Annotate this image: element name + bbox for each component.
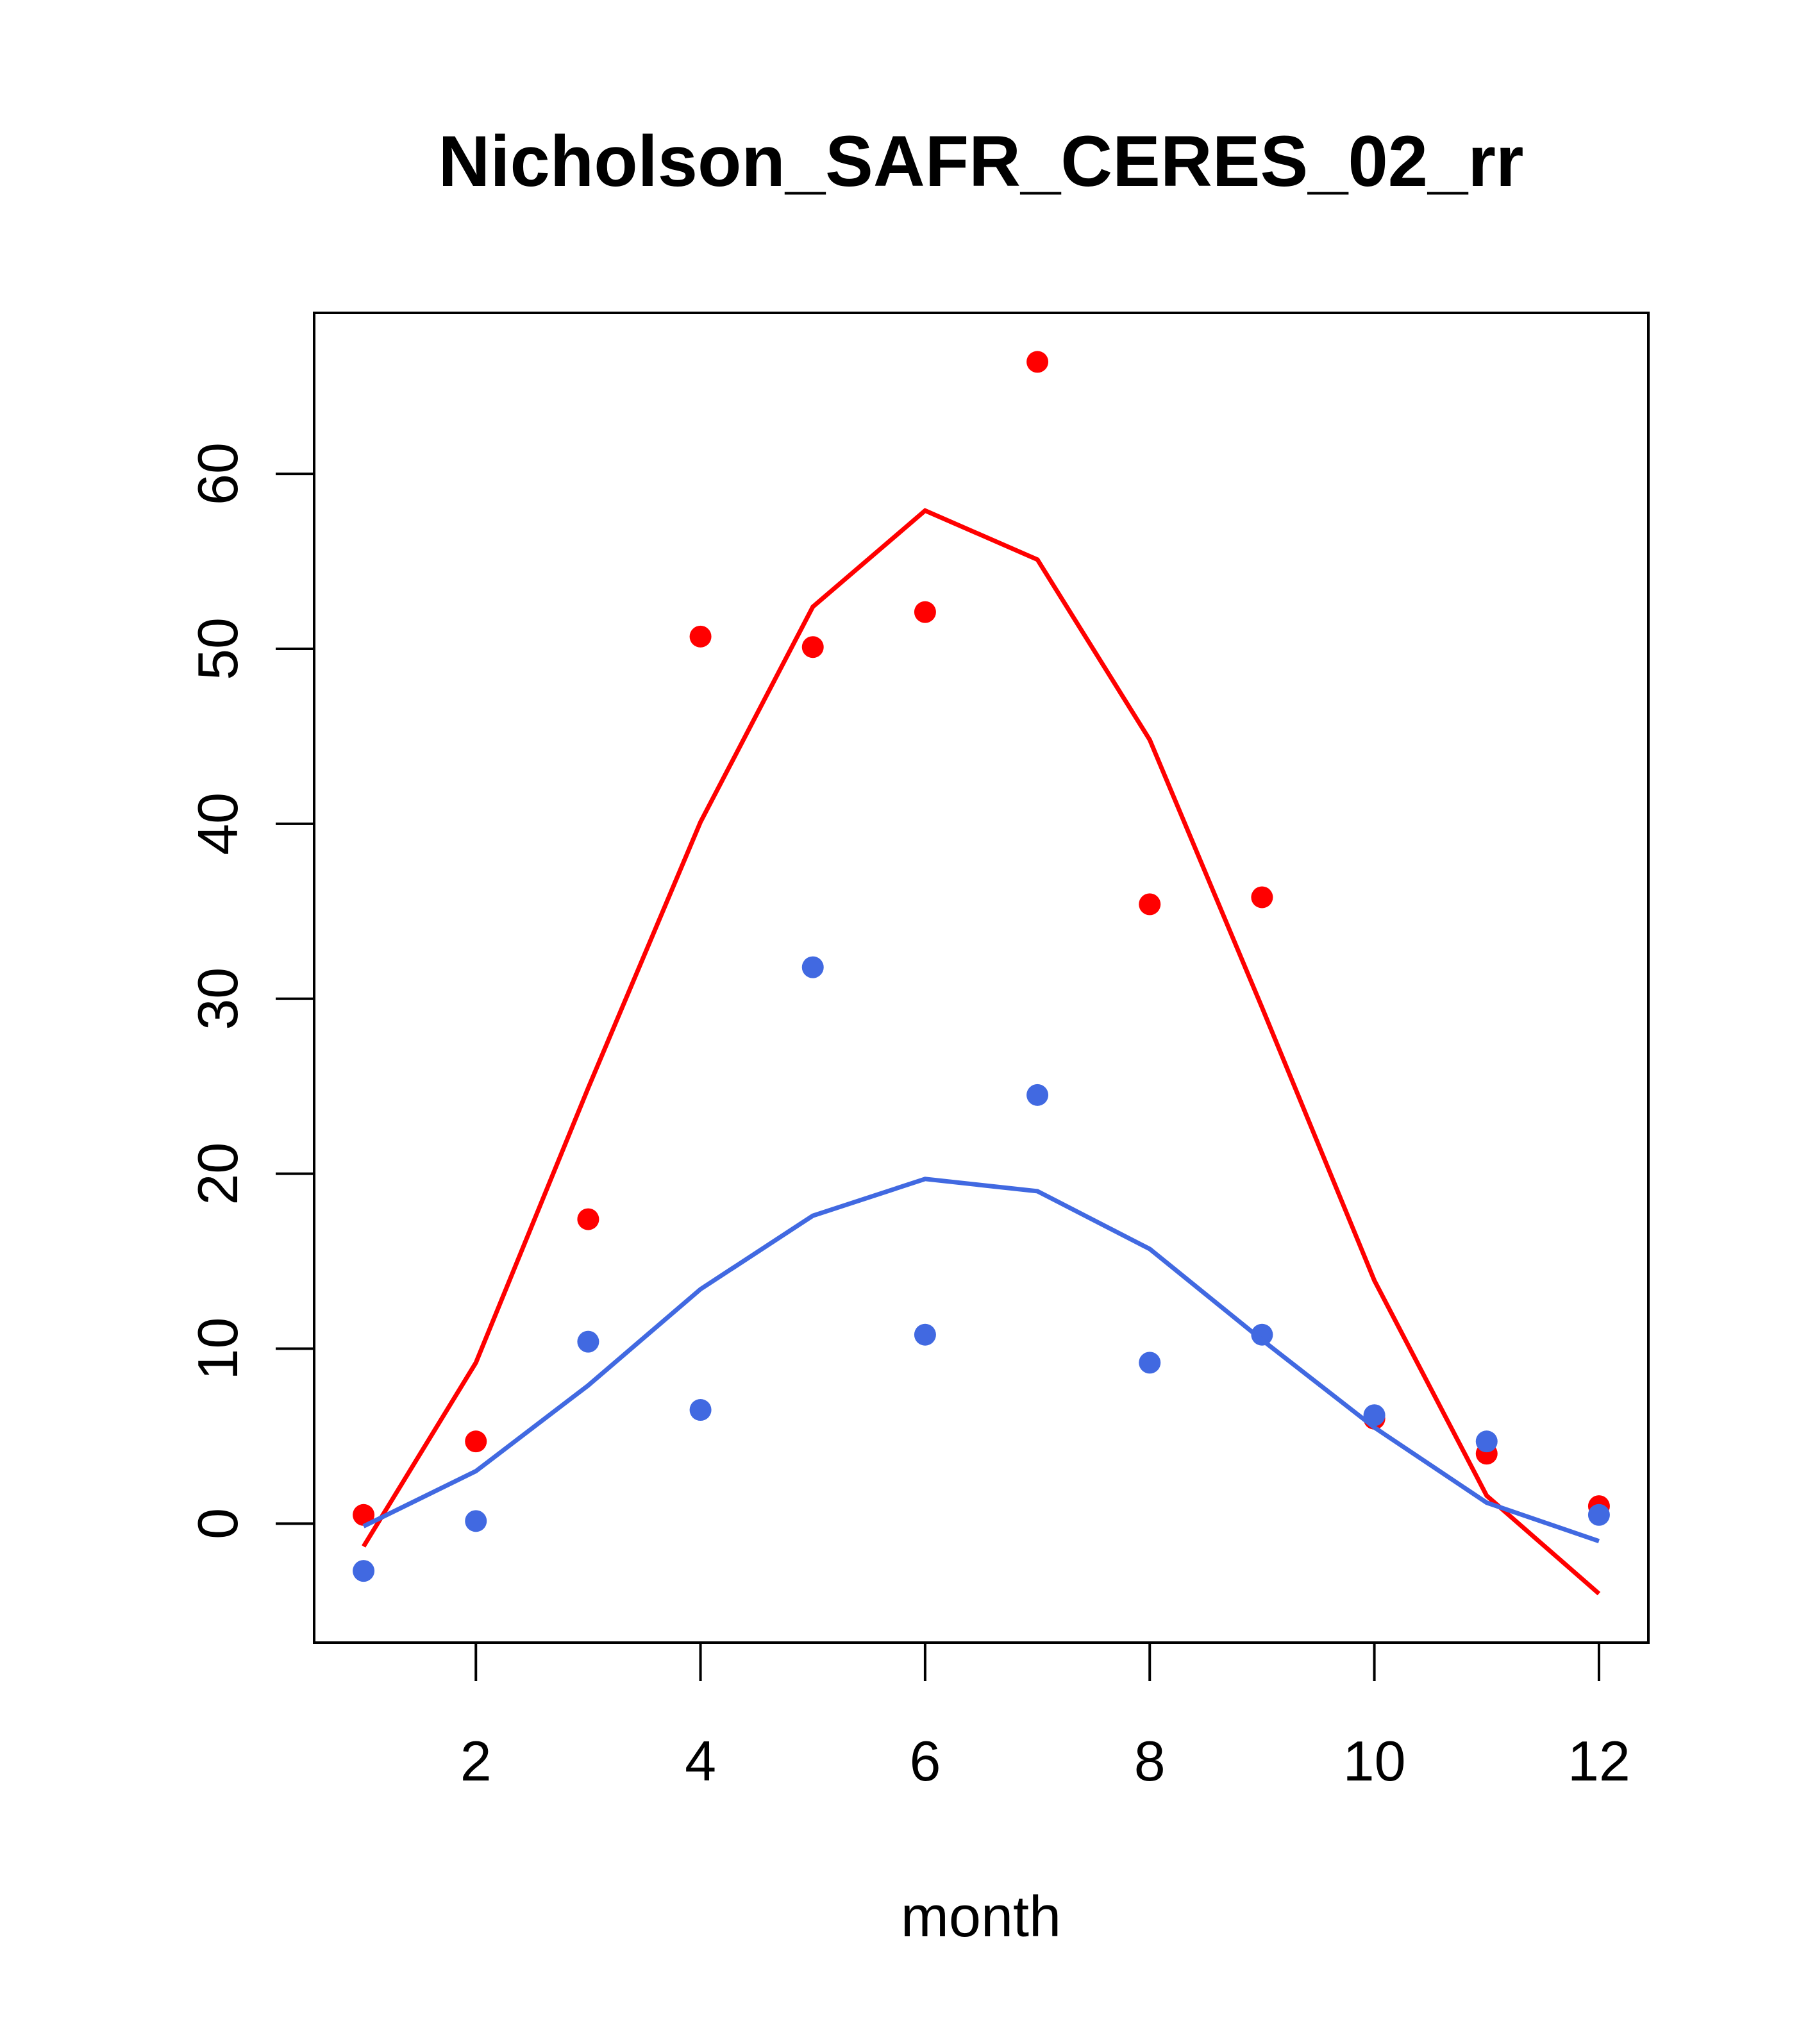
red-point (914, 601, 936, 623)
blue-point (1026, 1084, 1049, 1106)
x-axis: 2 4 6 8 10 12 (460, 1643, 1630, 1793)
red-point (465, 1430, 487, 1453)
y-tick-label: 20 (186, 1143, 249, 1205)
red-point (801, 636, 824, 658)
y-axis: 0 10 20 30 40 50 60 (186, 442, 314, 1539)
x-tick-label: 8 (1134, 1729, 1166, 1793)
blue-point (465, 1510, 487, 1532)
blue-point (914, 1323, 936, 1346)
red-point (1251, 886, 1273, 909)
plot-marks (353, 351, 1610, 1596)
red-line (362, 508, 1601, 1596)
plot-box (313, 312, 1650, 1644)
red-point (1026, 351, 1049, 373)
blue-point (1587, 1504, 1610, 1526)
blue-point (1475, 1430, 1498, 1453)
blue-point (353, 1560, 375, 1582)
red-point (689, 625, 712, 648)
x-tick-label: 4 (685, 1729, 716, 1793)
y-tick-label: 60 (186, 442, 249, 505)
blue-point (577, 1330, 599, 1353)
y-tick-label: 40 (186, 792, 249, 855)
x-tick-label: 2 (460, 1729, 492, 1793)
x-tick-label: 12 (1568, 1729, 1630, 1793)
y-tick-label: 10 (186, 1318, 249, 1380)
y-tick-label: 30 (186, 968, 249, 1030)
x-tick-label: 6 (909, 1729, 941, 1793)
blue-point (1251, 1323, 1273, 1346)
blue-point (689, 1399, 712, 1421)
x-tick-label: 10 (1343, 1729, 1406, 1793)
x-axis-label: month (901, 1885, 1061, 1949)
red-point (1139, 893, 1161, 916)
y-tick-label: 0 (186, 1508, 249, 1539)
y-tick-label: 50 (186, 617, 249, 680)
blue-line (362, 1177, 1600, 1544)
red-point (353, 1504, 375, 1526)
chart-title: Nicholson_SAFR_CERES_02_rr (438, 121, 1523, 201)
blue-point (1139, 1352, 1161, 1374)
blue-point (801, 956, 824, 978)
red-point (577, 1208, 599, 1230)
